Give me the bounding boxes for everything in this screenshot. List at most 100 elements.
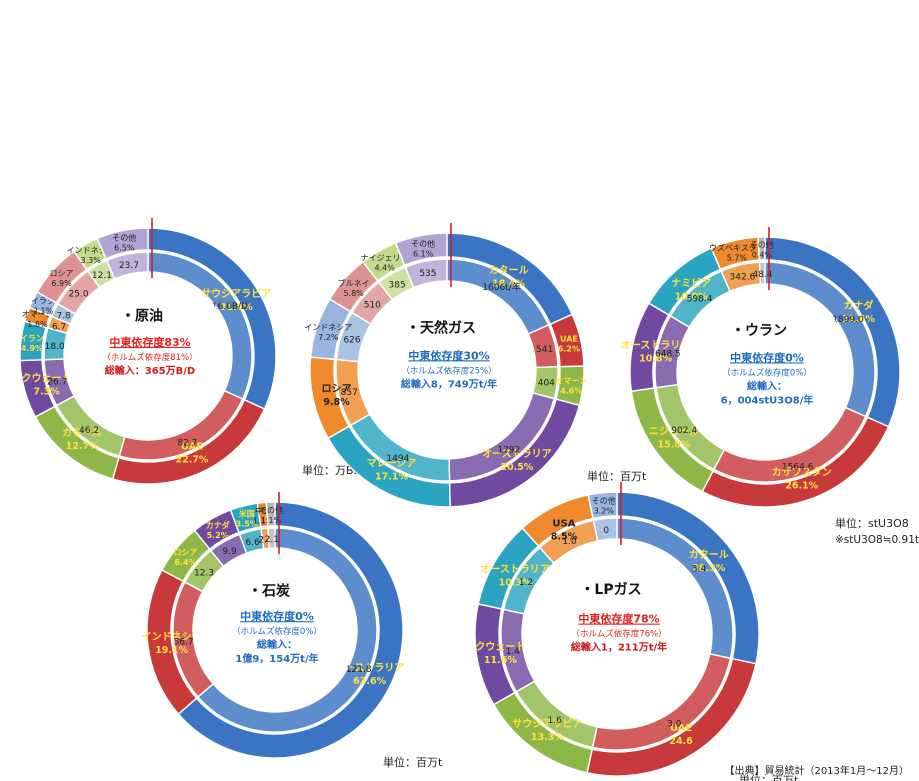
slice-value-crude-8: 12.1 bbox=[92, 271, 112, 281]
center-line-lpg-0: 中東依存度78% bbox=[578, 612, 659, 626]
slice-pct-uranium-1: 26.1% bbox=[785, 480, 818, 491]
slice-label-lpg-1: UAE bbox=[670, 723, 693, 734]
chart-title-uranium: ・ウラン bbox=[731, 323, 787, 339]
slice-label-lng-2: オマーン bbox=[555, 376, 587, 385]
slice-label-crude-7: ロシア bbox=[50, 269, 74, 278]
slice-inner-coal-0 bbox=[197, 527, 378, 733]
slice-label-lng-6: インドネシア bbox=[304, 323, 352, 332]
slice-pct-lpg-2: 13.3% bbox=[531, 732, 564, 743]
slice-value-coal-3: 9.9 bbox=[222, 547, 237, 557]
donut-lpg: カタール 28.3%3.4 UAE 24.6 3.0 サウジアラビア 13.3% 1.6 クウェ… bbox=[474, 469, 799, 781]
slice-value-coal-4: 6.6 bbox=[245, 538, 260, 548]
center-line-coal-3: 1億9，154万t/年 bbox=[235, 652, 318, 665]
slice-label-lng-7: ブルネイ bbox=[338, 278, 370, 288]
slice-value-uranium-2: 902.4 bbox=[671, 426, 697, 436]
chart-title-lng: ・天然ガス bbox=[406, 320, 476, 337]
slice-value-crude-5: 6.7 bbox=[52, 322, 66, 332]
slice-label-lpg-6: その他 bbox=[592, 496, 616, 506]
donut-hole-coal bbox=[194, 549, 356, 711]
slice-label-coal-1: インドネシア bbox=[142, 631, 202, 643]
slice-pct-coal-4: 3.5% bbox=[236, 519, 258, 528]
slice-label-coal-2: ロシア bbox=[174, 548, 198, 557]
slice-value-lng-6: 626 bbox=[343, 336, 360, 346]
slice-pct-lng-6: 7.2% bbox=[318, 333, 339, 342]
center-line-uranium-2: 総輸入： bbox=[747, 379, 787, 392]
slice-label-crude-6: イラク bbox=[31, 296, 55, 305]
slice-value-coal-2: 12.3 bbox=[194, 568, 214, 578]
slice-label-uranium-6: その他 bbox=[750, 240, 774, 250]
slice-label-uranium-3: オーストラリア bbox=[621, 339, 691, 351]
slice-pct-crude-1: 22.7% bbox=[175, 454, 208, 465]
slice-label-lpg-5: USA bbox=[552, 519, 575, 530]
slice-pct-crude-4: 4.9% bbox=[21, 344, 43, 353]
slice-label-crude-1: UAE bbox=[181, 441, 204, 452]
chart-title-lpg: ・LPガス bbox=[580, 582, 641, 598]
slice-value-lpg-4: 1.2 bbox=[519, 578, 533, 588]
slice-value-uranium-5: 342.6 bbox=[730, 273, 756, 283]
slice-label-coal-6: その他 bbox=[259, 505, 283, 515]
slice-label-lng-9: その他 bbox=[411, 238, 435, 248]
slice-pct-lng-4: 17.1% bbox=[375, 471, 408, 482]
chart-title-crude: ・原油 bbox=[121, 308, 163, 325]
slice-pct-lng-7: 5.8% bbox=[343, 289, 364, 298]
center-line-coal-0: 中東依存度0% bbox=[240, 609, 314, 623]
slice-pct-lpg-5: 8.5% bbox=[551, 532, 578, 543]
center-line-lng-1: （ホルムズ依存度25%） bbox=[401, 365, 496, 376]
slice-value-coal-6: 2.1 bbox=[265, 535, 279, 545]
slice-label-crude-4: イラン bbox=[20, 334, 44, 343]
center-line-lng-2: 総輸入8，749万t/年 bbox=[401, 377, 497, 390]
slice-value-lng-7: 510 bbox=[364, 301, 381, 311]
slice-value-uranium-0: 1899.0 bbox=[832, 315, 864, 325]
slice-label-coal-4: 米国 bbox=[238, 508, 255, 518]
slice-inner-coal-6 bbox=[267, 527, 276, 549]
slice-value-lng-4: 1494 bbox=[386, 454, 409, 464]
slice-outer-lng-9 bbox=[394, 232, 448, 267]
slice-outer-coal-6 bbox=[265, 501, 276, 527]
slice-label-lng-5: ロシア bbox=[322, 383, 352, 395]
slice-pct-lng-1: 6.2% bbox=[558, 344, 580, 353]
slice-pct-lng-0: 18.4% bbox=[492, 278, 525, 289]
slice-value-lpg-3: 1.4 bbox=[506, 647, 521, 657]
slice-pct-lpg-0: 28.3% bbox=[692, 563, 725, 574]
slice-pct-crude-0: 31.8% bbox=[220, 302, 253, 313]
slice-inner-lng-9 bbox=[404, 258, 448, 289]
slice-value-lng-1: 541 bbox=[536, 345, 553, 355]
slice-value-crude-6: 7.8 bbox=[56, 312, 71, 322]
slice-value-uranium-3: 648.5 bbox=[655, 350, 681, 360]
center-line-crude-2: 総輸入：365万B/D bbox=[105, 364, 195, 377]
slice-pct-coal-5: 1.1% bbox=[253, 517, 274, 526]
slice-label-lpg-3: クウェート bbox=[475, 641, 525, 653]
center-line-crude-0: 中東依存度83% bbox=[109, 335, 190, 349]
slice-outer-uranium-6 bbox=[757, 236, 766, 261]
slice-value-lng-3: 1792 bbox=[497, 446, 520, 456]
slice-value-crude-3: 26.7 bbox=[47, 378, 67, 388]
slice-value-lpg-6: 0 bbox=[603, 526, 609, 536]
slice-outer-coal-0 bbox=[177, 501, 404, 759]
slice-label-uranium-1: カザフスタン bbox=[772, 466, 832, 478]
slice-label-lng-1: UAE bbox=[560, 334, 578, 343]
slice-pct-lpg-6: 3.2% bbox=[594, 507, 615, 516]
slice-value-lng-5: 857 bbox=[341, 388, 358, 398]
donut-hole-uranium bbox=[678, 285, 852, 459]
donut-hole-crude bbox=[65, 273, 231, 439]
slice-value-uranium-4: 598.4 bbox=[687, 295, 713, 305]
slice-value-crude-0: 116.0B/D bbox=[206, 302, 248, 312]
unit-note2-uranium: ※stU3O8≒0.91t bbox=[835, 534, 919, 546]
slice-value-crude-1: 82.7 bbox=[177, 438, 197, 448]
slice-value-crude-9: 23.7 bbox=[119, 261, 139, 271]
donut-hole-lpg bbox=[523, 540, 711, 728]
center-line-lpg-1: （ホルムズ依存度76%） bbox=[571, 629, 666, 640]
slice-label-coal-3: カナダ bbox=[206, 520, 230, 530]
slice-pct-crude-2: 12.7% bbox=[66, 441, 99, 452]
slice-pct-uranium-0: 31.6% bbox=[842, 314, 875, 325]
donut-uranium: カナダ 31.6%1899.0 カザフスタン 26.1% 1564.6 ニジェール 15.0… bbox=[621, 227, 919, 546]
unit-note-crude: 単位：万BD bbox=[302, 463, 362, 477]
unit-note-uranium: 単位：stU3O8 bbox=[835, 516, 909, 530]
slice-label-lng-0: カタール bbox=[489, 264, 529, 276]
slice-value-uranium-6: 48.4 bbox=[752, 270, 772, 280]
slice-pct-coal-1: 19.1% bbox=[155, 645, 188, 656]
slice-pct-lpg-3: 11.6% bbox=[484, 655, 517, 666]
slice-label-lng-4: マレーシア bbox=[367, 457, 417, 469]
center-line-uranium-0: 中東依存度0% bbox=[730, 350, 804, 364]
